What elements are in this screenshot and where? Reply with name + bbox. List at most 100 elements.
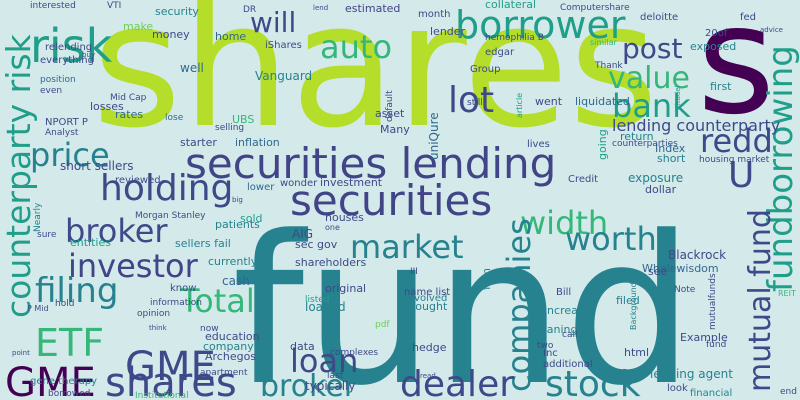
word: edgar bbox=[485, 47, 515, 58]
word: company bbox=[203, 340, 254, 353]
word: mutualfunds bbox=[708, 273, 718, 330]
word: html bbox=[624, 346, 649, 359]
word: loaning bbox=[537, 323, 578, 336]
word: article bbox=[515, 93, 524, 118]
word: exposure bbox=[628, 171, 683, 185]
word: 20of bbox=[705, 28, 728, 39]
word: dollar bbox=[645, 183, 677, 196]
word: fund bbox=[232, 193, 694, 400]
word: Credit bbox=[568, 174, 598, 185]
word: short sellers bbox=[60, 159, 134, 173]
word: auto bbox=[320, 28, 392, 66]
word: shareholders bbox=[295, 256, 367, 269]
word: III bbox=[410, 267, 418, 277]
word: P Mid bbox=[27, 304, 49, 313]
word: lives bbox=[527, 139, 550, 150]
word: NPORT P bbox=[45, 117, 88, 128]
word: read bbox=[420, 372, 436, 380]
word: buy bbox=[82, 51, 95, 59]
word: Whalewisdom bbox=[642, 262, 719, 275]
word: end bbox=[780, 387, 797, 397]
word: Archegos bbox=[205, 350, 256, 363]
word: fundborrowing bbox=[761, 45, 800, 292]
word: well bbox=[180, 61, 204, 75]
word: month bbox=[418, 9, 450, 20]
word: financial bbox=[690, 388, 732, 399]
word: pdf bbox=[375, 320, 390, 330]
word: shares bbox=[105, 360, 237, 400]
word: REIT bbox=[778, 289, 796, 298]
word: lower bbox=[247, 182, 275, 193]
word: see bbox=[648, 265, 667, 278]
word: lender bbox=[430, 25, 466, 38]
word: Nearly bbox=[33, 202, 43, 232]
word: shares bbox=[92, 0, 658, 166]
word: mutual fund bbox=[743, 209, 778, 392]
word: point bbox=[12, 349, 30, 357]
word: look bbox=[667, 383, 688, 394]
word: firm bbox=[480, 268, 493, 290]
word: iShares bbox=[265, 40, 302, 51]
word: similar bbox=[590, 38, 618, 47]
word: Analyst bbox=[45, 128, 79, 138]
word: security bbox=[155, 5, 199, 18]
word: redd bbox=[700, 122, 773, 160]
word: rates bbox=[115, 108, 143, 121]
word: Many bbox=[380, 123, 410, 136]
word: patients bbox=[215, 218, 260, 231]
word: borrower bbox=[455, 3, 626, 47]
word: Blackrock bbox=[668, 248, 726, 262]
word: lose bbox=[165, 113, 184, 123]
word: first bbox=[710, 80, 732, 93]
word: sold bbox=[240, 212, 263, 225]
word: uniQure bbox=[427, 112, 441, 160]
word: went bbox=[535, 95, 563, 108]
word: hemophilia B bbox=[485, 33, 544, 43]
word: Group bbox=[470, 64, 500, 75]
word: U bbox=[728, 155, 754, 196]
word: gene therapy bbox=[30, 376, 97, 387]
word: AIG bbox=[292, 227, 313, 241]
word: lend bbox=[313, 4, 328, 12]
word: housing market bbox=[699, 155, 770, 165]
word: Vanguard bbox=[255, 69, 312, 83]
word: lot bbox=[448, 80, 494, 121]
word: market bbox=[350, 228, 464, 266]
word: cash bbox=[222, 274, 250, 288]
word: post bbox=[622, 32, 682, 65]
word: dealer bbox=[400, 364, 514, 400]
word: s bbox=[697, 0, 775, 148]
word: Background bbox=[629, 282, 638, 330]
word: counterparties bbox=[612, 139, 678, 149]
word: hedge bbox=[412, 341, 447, 354]
word: width bbox=[520, 204, 608, 242]
word: opinion bbox=[137, 309, 170, 319]
word: filing bbox=[35, 271, 118, 311]
word: estimated bbox=[345, 2, 400, 15]
word: borrowed bbox=[48, 389, 90, 399]
word: houses bbox=[325, 211, 364, 224]
word: apartment bbox=[200, 368, 248, 378]
word: Example bbox=[680, 331, 728, 344]
word: lending agent bbox=[650, 367, 733, 381]
word: value bbox=[608, 61, 690, 96]
word: Morgan Stanley bbox=[135, 211, 206, 221]
word: liquidated bbox=[575, 95, 630, 108]
word: make bbox=[123, 20, 153, 33]
word: sec gov bbox=[295, 238, 338, 251]
word: Note bbox=[674, 285, 696, 295]
word: everything bbox=[40, 55, 94, 66]
word: now bbox=[200, 324, 219, 334]
word: even bbox=[40, 86, 62, 96]
word: know bbox=[170, 283, 196, 294]
word: education bbox=[205, 330, 260, 343]
word: Bill bbox=[556, 287, 571, 298]
word: Institutional bbox=[135, 391, 189, 400]
word: listed bbox=[305, 295, 329, 305]
word: going bbox=[596, 129, 609, 160]
word: additional bbox=[543, 359, 593, 370]
word: information bbox=[150, 298, 202, 308]
word: sure bbox=[37, 230, 57, 240]
